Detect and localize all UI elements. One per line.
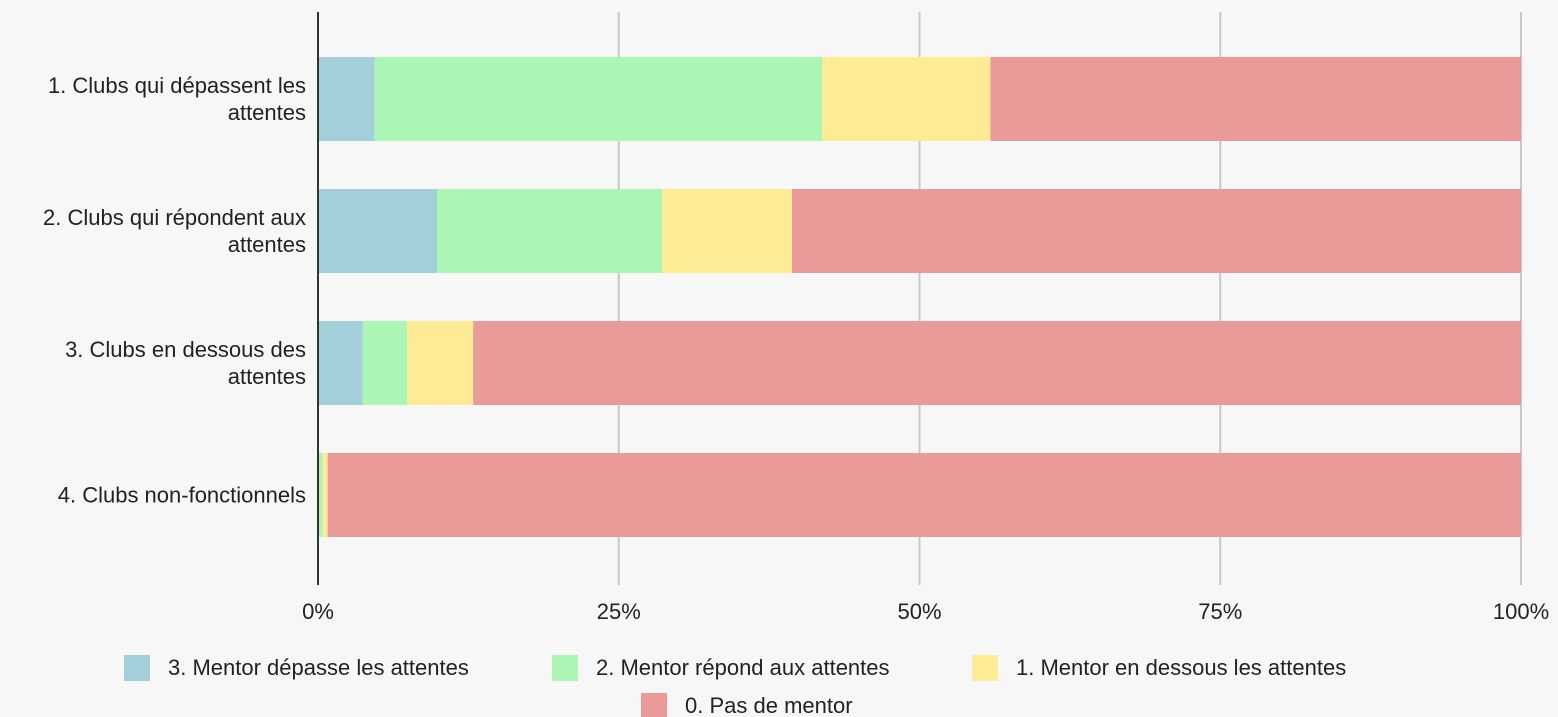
x-tick-label: 50% <box>897 599 941 624</box>
legend-label: 0. Pas de mentor <box>685 693 853 717</box>
bar-segment <box>318 321 363 405</box>
bar-segment <box>990 57 1521 141</box>
bar-segment <box>318 453 323 537</box>
legend-swatch <box>552 655 578 681</box>
x-tick-label: 25% <box>597 599 641 624</box>
bar-segment <box>437 189 663 273</box>
legend-item: 1. Mentor en dessous les attentes <box>972 655 1346 681</box>
x-tick-label: 75% <box>1198 599 1242 624</box>
legend-item: 3. Mentor dépasse les attentes <box>124 655 469 681</box>
bar-segment <box>327 453 1521 537</box>
bar-segment <box>662 189 792 273</box>
y-tick-label: 1. Clubs qui dépassent les attentes <box>47 73 306 125</box>
x-tick-label: 0% <box>302 599 334 624</box>
bar-segment <box>318 57 375 141</box>
legend-swatch <box>124 655 150 681</box>
bar-segment <box>374 57 823 141</box>
legend-item: 2. Mentor répond aux attentes <box>552 655 890 681</box>
legend-swatch <box>641 693 667 717</box>
bar-segment <box>822 57 991 141</box>
bar-segment <box>407 321 474 405</box>
bar-segment <box>322 453 328 537</box>
legend-label: 2. Mentor répond aux attentes <box>596 655 890 680</box>
bar-segment <box>473 321 1521 405</box>
bar-segment <box>318 189 438 273</box>
bar-segment <box>362 321 408 405</box>
legend-label: 3. Mentor dépasse les attentes <box>168 655 469 680</box>
x-tick-label: 100% <box>1493 599 1549 624</box>
bar-segment <box>791 189 1521 273</box>
y-tick-label: 4. Clubs non-fonctionnels <box>57 482 306 508</box>
y-tick-label: 3. Clubs en dessous des attentes <box>65 337 306 389</box>
legend-item: 0. Pas de mentor <box>641 693 853 717</box>
legend-label: 1. Mentor en dessous les attentes <box>1016 655 1347 680</box>
legend-swatch <box>972 655 998 681</box>
y-tick-label: 2. Clubs qui répondent aux attentes <box>43 205 306 257</box>
